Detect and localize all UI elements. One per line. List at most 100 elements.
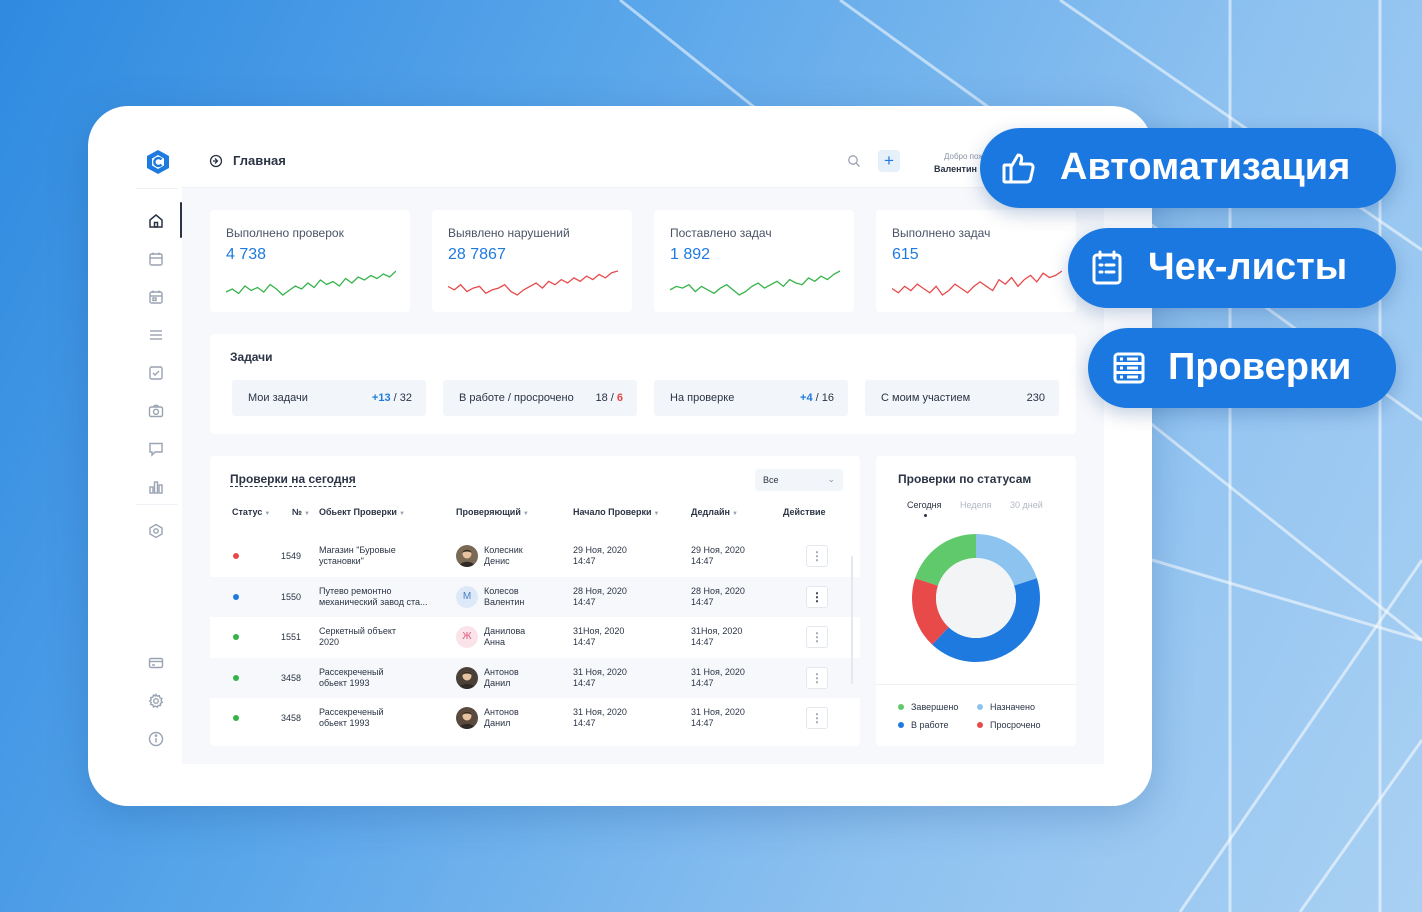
card-icon[interactable]	[147, 654, 165, 672]
checks-title[interactable]: Проверки на сегодня	[230, 472, 356, 487]
badge-text: Автоматизация	[1060, 146, 1351, 188]
inspector-name: Данилова Анна	[484, 626, 526, 647]
row-action-button[interactable]: ⋮	[806, 707, 828, 729]
stat-card: Поставлено задач 1 892	[654, 210, 854, 312]
legend-divider	[876, 684, 1076, 685]
info-icon[interactable]	[147, 730, 165, 748]
avatar: Ж	[456, 626, 478, 648]
sparkline-line	[892, 270, 1062, 296]
avatar	[456, 666, 478, 689]
deadline-date: 31Ноя, 2020 14:47	[691, 626, 743, 647]
status-chart-panel: Проверки по статусам Сегодня Неделя 30 д…	[876, 456, 1076, 746]
status-chart-title: Проверки по статусам	[898, 472, 1032, 486]
add-button[interactable]: +	[878, 150, 900, 172]
chat-icon[interactable]	[147, 440, 165, 458]
column-object[interactable]: Обьект Проверки ▼	[319, 507, 405, 517]
badge-text: Проверки	[1168, 346, 1352, 388]
task-my-tasks[interactable]: Мои задачи +13 / 32	[232, 380, 426, 416]
status-filter-select[interactable]: Все ⌄	[755, 469, 843, 491]
row-action-button[interactable]: ⋮	[806, 626, 828, 648]
stat-value: 28 7867	[448, 246, 506, 263]
thumbs-up-icon	[1002, 153, 1035, 184]
bar-chart-icon[interactable]	[147, 478, 165, 496]
user-name[interactable]: Валентин	[934, 164, 977, 174]
table-row[interactable]: 3458 Рассекреченый обьект 1993 Антонов Данил…	[210, 698, 860, 738]
status-dot	[233, 593, 239, 600]
donut-slice	[912, 578, 949, 645]
avatar	[456, 707, 478, 729]
dashboard-window: Главная + Добро пож Валентин Выполнено п…	[88, 106, 1152, 806]
main-area: Главная + Добро пож Валентин Выполнено п…	[182, 144, 1104, 764]
start-date: 29 Ноя, 2020 14:47	[573, 545, 627, 566]
donut-slice	[932, 578, 1040, 662]
task-on-review[interactable]: На проверке +4 / 16	[654, 380, 848, 416]
stat-label: Выполнено задач	[892, 226, 991, 240]
table-row[interactable]: 1550 Путево ремонтно механический завод ст…	[210, 576, 860, 617]
column-number[interactable]: № ▼	[292, 507, 310, 517]
stat-value: 4 738	[226, 246, 267, 263]
sparkline	[670, 270, 840, 296]
stat-card: Выявлено нарушений 28 7867	[432, 210, 632, 312]
checks-today-panel: Проверки на сегодня Все ⌄ Статус ▼ № ▼ Обь…	[210, 456, 860, 746]
sparkline-line	[226, 270, 396, 296]
calendar-icon[interactable]	[147, 250, 165, 268]
table-row[interactable]: 1549 Магазин "Буровые установки" Колесник Де…	[210, 536, 860, 576]
welcome-text: Добро пож	[944, 152, 984, 161]
donut-slice	[915, 534, 976, 586]
filter-value: Все	[763, 475, 779, 485]
start-date: 31Ноя, 2020 14:47	[573, 626, 625, 647]
active-tab-indicator	[924, 514, 927, 517]
column-status[interactable]: Статус ▼	[232, 507, 271, 517]
task-participating[interactable]: С моим участием 230	[865, 380, 1059, 416]
task-count: 18 / 6	[595, 392, 623, 404]
check-number: 1550	[281, 591, 302, 602]
badge-text: Чек-листы	[1148, 246, 1348, 288]
table-scrollbar[interactable]	[851, 556, 853, 684]
check-object: Рассекреченый обьект 1993	[319, 707, 384, 728]
column-inspector[interactable]: Проверяющий ▼	[456, 507, 529, 517]
row-action-button[interactable]: ⋮	[806, 666, 828, 689]
stat-value: 615	[892, 246, 919, 263]
deadline-date: 31 Ноя, 2020 14:47	[691, 707, 745, 728]
task-in-progress[interactable]: В работе / просрочено 18 / 6	[443, 380, 637, 416]
page-title: Главная	[233, 153, 286, 168]
home-circle-icon[interactable]	[209, 154, 223, 168]
row-action-button[interactable]: ⋮	[806, 585, 828, 608]
check-number: 1549	[281, 551, 302, 561]
deadline-date: 29 Ноя, 2020 14:47	[691, 545, 745, 566]
sparkline-line	[448, 270, 618, 296]
check-number: 3458	[281, 713, 302, 723]
task-label: Мои задачи	[248, 392, 308, 404]
start-date: 31 Ноя, 2020 14:47	[573, 666, 627, 688]
tab-30-days[interactable]: 30 дней	[1010, 500, 1043, 510]
hexagon-icon[interactable]	[147, 522, 165, 540]
search-icon[interactable]	[847, 154, 861, 168]
legend-completed: Завершено	[898, 702, 958, 712]
table-row[interactable]: 3458 Рассекреченый обьект 1993 Антонов Данил…	[210, 657, 860, 698]
sidebar-divider	[136, 504, 178, 505]
status-donut-chart	[912, 534, 1040, 662]
stat-label: Выявлено нарушений	[448, 226, 570, 240]
column-deadline[interactable]: Дедлайн ▼	[691, 507, 738, 517]
inspector-name: Антонов Данил	[484, 666, 519, 688]
row-action-button[interactable]: ⋮	[806, 545, 828, 567]
tab-today[interactable]: Сегодня	[907, 500, 942, 510]
column-start[interactable]: Начало Проверки ▼	[573, 507, 660, 517]
table-row[interactable]: 1551 Серкетный объект 2020 Ж Данилова Анна 31Н…	[210, 617, 860, 657]
donut-hole	[936, 558, 1016, 638]
menu-icon[interactable]	[147, 326, 165, 344]
tab-week[interactable]: Неделя	[960, 500, 992, 510]
avatar	[456, 545, 478, 567]
check-object: Путево ремонтно механический завод ста...	[319, 585, 428, 607]
status-dot	[233, 634, 239, 640]
gear-icon[interactable]	[147, 692, 165, 710]
home-icon[interactable]	[147, 212, 165, 230]
stat-card: Выполнено проверок 4 738	[210, 210, 410, 312]
chevron-down-icon: ⌄	[827, 474, 835, 484]
checkbox-icon[interactable]	[147, 364, 165, 382]
calendar-event-icon[interactable]	[147, 288, 165, 306]
stat-value: 1 892	[670, 246, 711, 263]
camera-icon[interactable]	[147, 402, 165, 420]
task-count: 230	[1026, 392, 1045, 404]
task-label: На проверке	[670, 392, 735, 404]
